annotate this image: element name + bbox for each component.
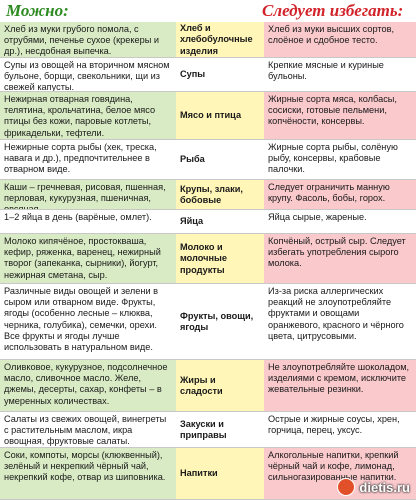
avoid-cell: Не злоупотребляйте шоколадом, изделиями … — [264, 360, 416, 412]
avoid-cell: Хлеб из муки высших сортов, слоёное и сд… — [264, 22, 416, 58]
allowed-cell: Нежирная отварная говядина, телятина, кр… — [0, 92, 176, 140]
allowed-cell: Соки, компоты, морсы (клюквенный), зелён… — [0, 448, 176, 500]
row-divider — [0, 447, 416, 448]
category-cell: Мясо и птица — [176, 92, 264, 140]
allowed-cell: Различные виды овощей и зелени в сыром и… — [0, 284, 176, 360]
table-row: Салаты из свежих овощей, винегреты с рас… — [0, 412, 416, 448]
row-divider — [0, 91, 416, 92]
category-cell: Напитки — [176, 448, 264, 500]
table-row: Молоко кипячёное, простокваша, кефир, ря… — [0, 234, 416, 284]
allowed-header: Можно: — [6, 1, 69, 20]
allowed-cell: Молоко кипячёное, простокваша, кефир, ря… — [0, 234, 176, 284]
row-divider — [0, 179, 416, 180]
allowed-cell: Каши – гречневая, рисовая, пшенная, перл… — [0, 180, 176, 210]
category-cell: Закуски и приправы — [176, 412, 264, 448]
table-row: Соки, компоты, морсы (клюквенный), зелён… — [0, 448, 416, 500]
allowed-cell: Оливковое, кукурузное, подсолнечное масл… — [0, 360, 176, 412]
allowed-cell: Хлеб из муки грубого помола, с отрубями,… — [0, 22, 176, 58]
allowed-cell: Нежирные сорта рыбы (хек, треска, навага… — [0, 140, 176, 180]
site-logo: dietis.ru — [337, 478, 410, 496]
table-row: Нежирная отварная говядина, телятина, кр… — [0, 92, 416, 140]
row-divider — [0, 139, 416, 140]
avoid-cell: Из-за риска аллергических реакций не зло… — [264, 284, 416, 360]
category-cell: Хлеб и хлебобулочные изделия — [176, 22, 264, 58]
category-cell: Яйца — [176, 210, 264, 234]
table-row: Различные виды овощей и зелени в сыром и… — [0, 284, 416, 360]
category-cell: Супы — [176, 58, 264, 92]
allowed-cell: Супы из овощей на вторичном мясном бульо… — [0, 58, 176, 92]
table-row: Супы из овощей на вторичном мясном бульо… — [0, 58, 416, 92]
table-row: Каши – гречневая, рисовая, пшенная, перл… — [0, 180, 416, 210]
allowed-cell: Салаты из свежих овощей, винегреты с рас… — [0, 412, 176, 448]
category-cell: Фрукты, овощи, ягоды — [176, 284, 264, 360]
table-row: Нежирные сорта рыбы (хек, треска, навага… — [0, 140, 416, 180]
avoid-cell: Копчёный, острый сыр. Следует избегать у… — [264, 234, 416, 284]
category-cell: Жиры и сладости — [176, 360, 264, 412]
table-row: Хлеб из муки грубого помола, с отрубями,… — [0, 22, 416, 58]
category-cell: Рыба — [176, 140, 264, 180]
row-divider — [0, 359, 416, 360]
row-divider — [0, 57, 416, 58]
row-divider — [0, 209, 416, 210]
avoid-header: Следует избегать: — [262, 1, 404, 20]
watermark-text: dietis.ru — [359, 479, 410, 495]
allowed-cell: 1–2 яйца в день (варёные, омлет). — [0, 210, 176, 234]
row-divider — [0, 283, 416, 284]
table-row: Оливковое, кукурузное, подсолнечное масл… — [0, 360, 416, 412]
avoid-cell: Крепкие мясные и куриные бульоны. — [264, 58, 416, 92]
category-cell: Молоко и молочные продукты — [176, 234, 264, 284]
table-row: 1–2 яйца в день (варёные, омлет). Яйца Яйц… — [0, 210, 416, 234]
category-cell: Крупы, злаки, бобовые — [176, 180, 264, 210]
avoid-cell: Жирные сорта мяса, колбасы, сосиски, гот… — [264, 92, 416, 140]
row-divider — [0, 233, 416, 234]
avoid-cell: Следует ограничить манную крупу. Фасоль,… — [264, 180, 416, 210]
row-divider — [0, 411, 416, 412]
avoid-cell: Острые и жирные соусы, хрен, горчица, пе… — [264, 412, 416, 448]
avoid-cell: Яйца сырые, жареные. — [264, 210, 416, 234]
avoid-cell: Жирные сорта рыбы, солёную рыбу, консерв… — [264, 140, 416, 180]
apple-icon — [337, 478, 356, 496]
